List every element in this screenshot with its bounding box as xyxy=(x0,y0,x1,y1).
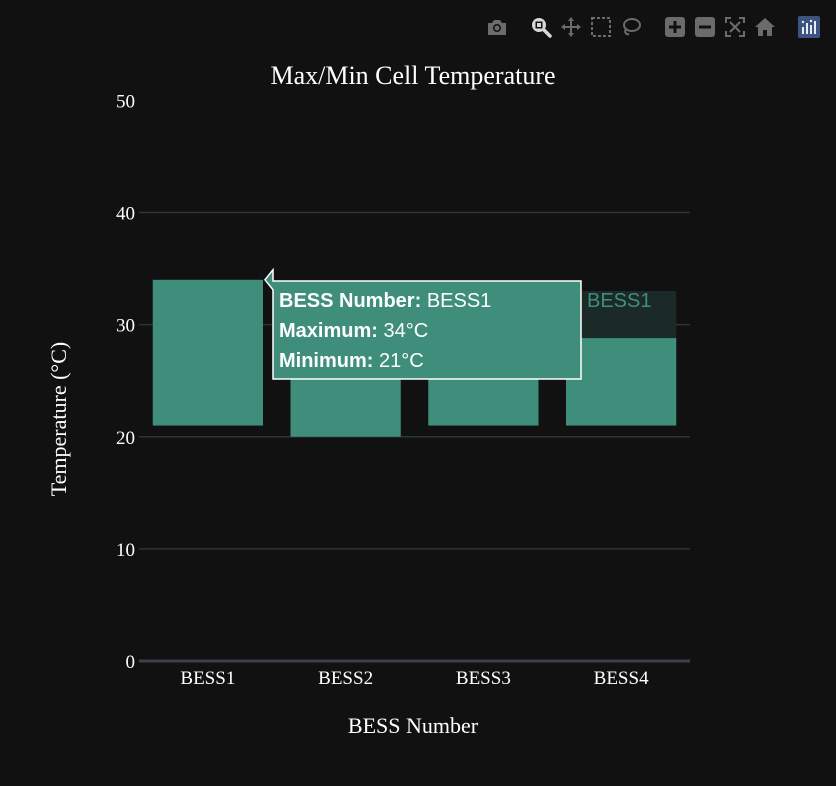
reset-axes-button[interactable] xyxy=(750,12,780,42)
reset-axes-icon xyxy=(755,18,775,36)
zoom-in-button[interactable] xyxy=(660,12,690,42)
tooltip-line: BESS Number: BESS1 xyxy=(279,290,491,312)
y-tick-label: 30 xyxy=(116,316,135,337)
tooltip-line: Maximum: 34°C xyxy=(279,320,428,342)
zoom-icon xyxy=(532,18,552,38)
chart-title: Max/Min Cell Temperature xyxy=(270,61,555,90)
camera-icon xyxy=(488,20,506,35)
box-select-button[interactable] xyxy=(586,12,616,42)
x-tick-label: BESS1 xyxy=(180,668,235,689)
x-tick-label: BESS4 xyxy=(594,668,649,689)
modebar xyxy=(482,12,824,42)
hover-tooltip: BESS Number: BESS1 Maximum: 34°C Minimum: … xyxy=(264,267,651,380)
lasso-select-button[interactable] xyxy=(616,12,646,42)
bar-bess1[interactable] xyxy=(152,279,263,426)
autoscale-button[interactable] xyxy=(720,12,750,42)
box-select-icon xyxy=(591,17,611,37)
autoscale-icon xyxy=(725,17,745,37)
y-axis-title: Temperature (°C) xyxy=(46,342,71,496)
zoom-in-icon xyxy=(665,17,685,37)
tooltip-series-label: BESS1 xyxy=(587,290,651,312)
zoom-button[interactable] xyxy=(526,12,556,42)
y-tick-label: 50 xyxy=(116,91,135,112)
x-tick-label: BESS3 xyxy=(456,668,511,689)
plotly-logo-icon xyxy=(798,16,820,38)
pan-icon xyxy=(561,17,581,37)
bar-bess4[interactable] xyxy=(566,338,677,426)
tooltip-box xyxy=(264,267,582,380)
y-tick-label: 40 xyxy=(116,204,135,225)
x-axis-title: BESS Number xyxy=(348,713,479,738)
camera-button[interactable] xyxy=(482,12,512,42)
y-tick-label: 20 xyxy=(116,428,135,449)
zoom-out-button[interactable] xyxy=(690,12,720,42)
tick-labels: 0 10 20 30 40 50 BESS1 BESS2 BESS3 BESS4 xyxy=(116,91,649,689)
lasso-select-icon xyxy=(623,18,641,36)
y-tick-label: 10 xyxy=(116,540,135,561)
x-tick-label: BESS2 xyxy=(318,668,373,689)
plotly-logo-button[interactable] xyxy=(794,12,824,42)
pan-button[interactable] xyxy=(556,12,586,42)
y-tick-label: 0 xyxy=(126,652,136,673)
zoom-out-icon xyxy=(695,17,715,37)
tooltip-line: Minimum: 21°C xyxy=(279,350,424,372)
